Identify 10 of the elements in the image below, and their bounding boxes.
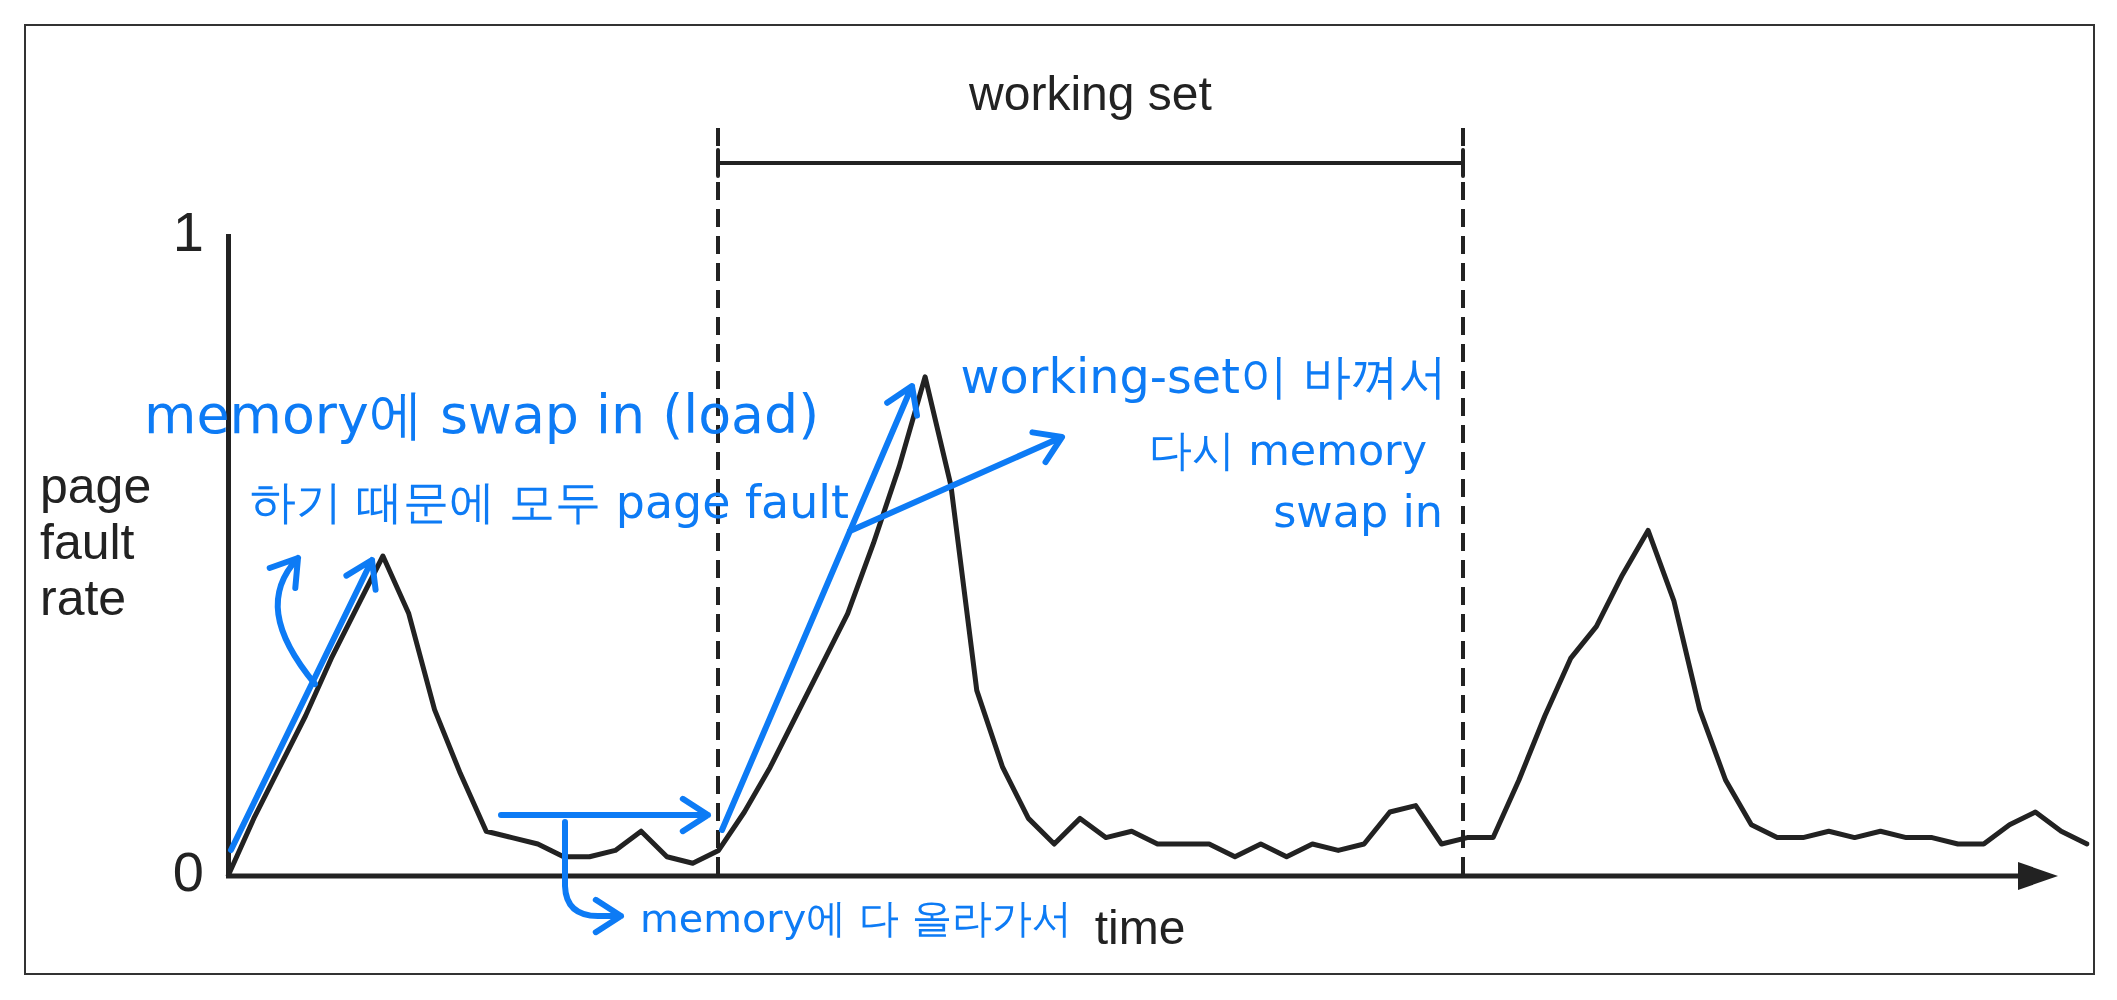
- annotation: swap in: [1273, 486, 1443, 538]
- annotation: 다시 memory: [1148, 425, 1427, 476]
- y-tick-label: 1: [172, 200, 204, 264]
- y-tick-label: 0: [172, 840, 204, 904]
- x-axis-title: time: [1094, 900, 1186, 955]
- y-axis-title: page fault rate: [40, 458, 153, 626]
- annotation: 하기 때문에 모두 page fault: [250, 475, 850, 529]
- text: working set: [969, 66, 1212, 121]
- text: memory에 다 올라가서: [640, 895, 1072, 942]
- annotation: working-set이 바껴서: [960, 349, 1447, 405]
